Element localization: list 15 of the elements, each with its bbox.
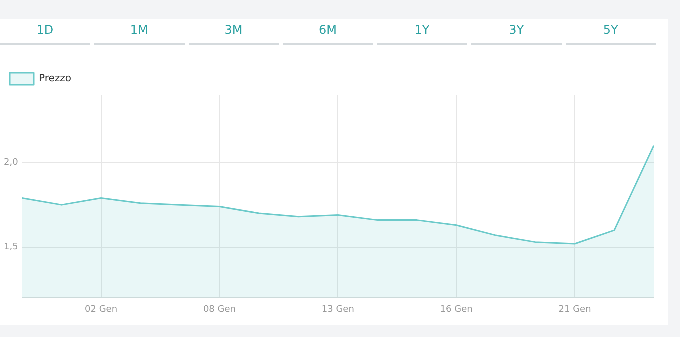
- legend-label: Prezzo: [39, 74, 72, 85]
- x-tick-label: 08 Gen: [203, 304, 236, 315]
- text: 1Y: [377, 19, 468, 45]
- text: 1M: [94, 19, 185, 45]
- text: 1D: [0, 19, 90, 45]
- y-tick-label: 2,0: [4, 158, 19, 168]
- text: 5Y: [566, 19, 656, 45]
- y-tick-label: 1,5: [4, 242, 18, 253]
- x-tick-label: 13 Gen: [322, 304, 354, 315]
- x-tick-label: 16 Gen: [440, 304, 473, 315]
- text: 6M: [282, 19, 374, 45]
- text: 3M: [188, 19, 279, 45]
- x-tick-label: 21 Gen: [558, 304, 592, 315]
- text: 3Y: [471, 19, 562, 45]
- x-tick-label: 02 Gen: [85, 304, 118, 315]
